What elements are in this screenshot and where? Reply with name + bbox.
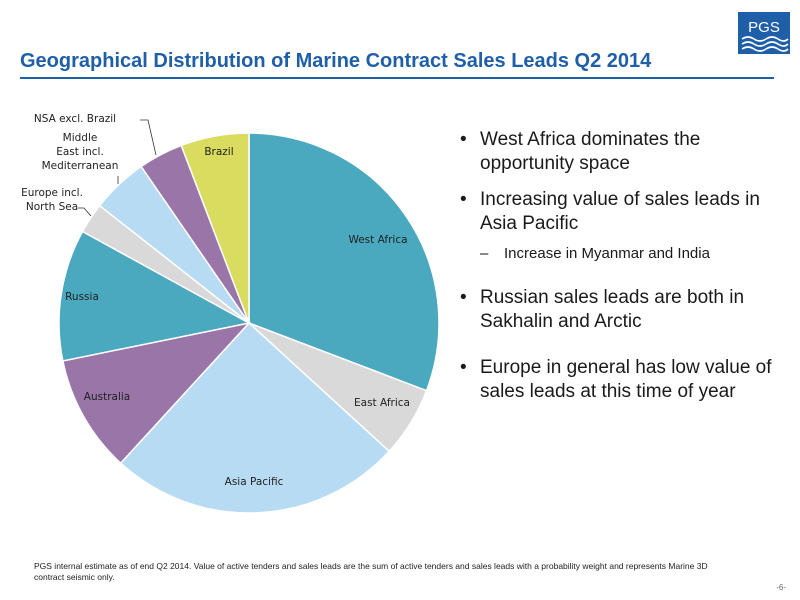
sub-bullet-text: Increase in Myanmar and India [504, 245, 710, 262]
slice-label: Brazil [204, 146, 233, 158]
slice-label: East Africa [354, 397, 410, 409]
bullet-item: • Increasing value of sales leads in Asia… [460, 189, 760, 234]
title-rule [20, 77, 774, 79]
slice-label: West Africa [348, 234, 407, 246]
footnote: PGS internal estimate as of end Q2 2014.… [34, 561, 708, 582]
bullet-item: • West Africa dominates the opportunity s… [460, 129, 701, 174]
pgs-logo: PGS [738, 12, 790, 54]
slice-label: Australia [84, 391, 130, 403]
bullet-item: • Europe in general has low value of sale… [460, 357, 772, 402]
pie-slice-russia [58, 230, 252, 362]
slide-title: Geographical Distribution of Marine Cont… [20, 50, 652, 72]
pie-slice-asia-pacific [119, 321, 391, 514]
label-leader-line [78, 207, 92, 217]
bullet-text: Europe in general has low value of sales… [480, 357, 772, 402]
bullet-text: Russian sales leads are both in Sakhalin… [480, 287, 745, 332]
slice-label: Middle East incl. Mediterranean [42, 132, 119, 172]
bullet-text: West Africa dominates the opportunity sp… [480, 129, 701, 174]
pie-chart: West Africa East Africa Asia Pacific Austra… [21, 113, 440, 514]
bullet-text: Increasing value of sales leads in Asia … [480, 189, 760, 234]
slice-label: Russia [65, 291, 99, 303]
slice-label: NSA excl. Brazil [34, 113, 116, 125]
slice-label: Asia Pacific [225, 476, 284, 488]
bullet-item: • Russian sales leads are both in Sakhali… [460, 287, 745, 332]
slice-label: Europe incl. North Sea [21, 187, 83, 213]
sub-bullet-item: – Increase in Myanmar and India [480, 245, 710, 262]
label-leader-line [140, 119, 157, 156]
logo-text: PGS [748, 19, 780, 36]
bullet-list: • West Africa dominates the opportunity s… [460, 128, 780, 416]
page-number: -6- [776, 583, 786, 592]
pie-slice-australia [61, 321, 252, 465]
pie-slice-west-africa [248, 132, 440, 392]
pie-slice-brazil [180, 132, 250, 324]
